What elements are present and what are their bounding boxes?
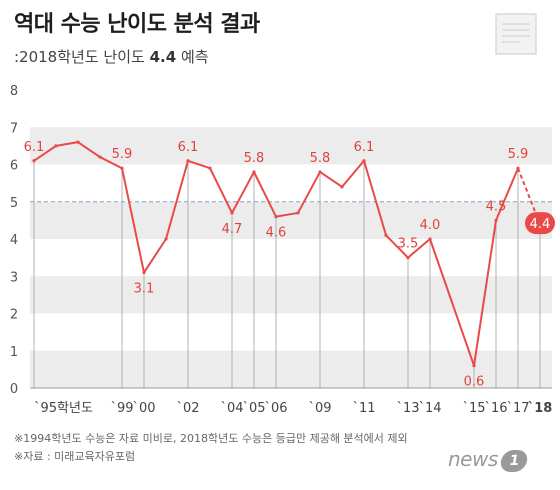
data-labels: 6.1 5.9 3.1 6.1 4.7 5.8 4.6 5.8 6.1 3.54.0 0.6 4.5 5… bbox=[24, 140, 555, 390]
y-tick-label: 1 bbox=[10, 345, 18, 360]
data-point bbox=[318, 170, 322, 174]
data-label: 4.6 bbox=[266, 226, 287, 241]
data-point bbox=[428, 237, 432, 241]
data-label: 5.8 bbox=[310, 151, 331, 166]
data-label: 6.1 bbox=[24, 140, 45, 155]
data-point bbox=[164, 237, 168, 241]
data-point bbox=[362, 159, 366, 163]
drop-lines bbox=[30, 160, 552, 389]
y-tick-label: 5 bbox=[10, 196, 18, 211]
x-tick-label: `18 bbox=[528, 401, 553, 416]
data-point bbox=[384, 233, 388, 237]
subtitle-suffix: 예측 bbox=[180, 48, 209, 66]
data-label: 5.9 bbox=[508, 147, 529, 162]
data-label: 4.4 bbox=[530, 217, 551, 232]
x-tick-label: `99 bbox=[110, 401, 133, 416]
x-tick-label: `00 bbox=[132, 401, 155, 416]
data-point bbox=[120, 166, 124, 170]
document-icon bbox=[495, 13, 537, 55]
grid-band bbox=[30, 276, 552, 314]
data-point bbox=[186, 159, 190, 163]
subtitle-value: 4.4 bbox=[149, 48, 177, 66]
y-axis: 0 1 2 3 4 5 6 7 8 bbox=[10, 84, 18, 397]
grid-band bbox=[30, 127, 552, 165]
grid-band bbox=[30, 201, 552, 239]
x-tick-label: `05 bbox=[242, 401, 265, 416]
data-point bbox=[32, 159, 36, 163]
data-label: 0.6 bbox=[464, 375, 485, 390]
data-point bbox=[208, 166, 212, 170]
forecast-badge bbox=[525, 212, 555, 235]
footnote-source: ※자료 : 미래교육자유포럼 bbox=[14, 450, 136, 463]
data-point bbox=[274, 215, 278, 219]
x-tick-label: `14 bbox=[418, 401, 441, 416]
grid-band bbox=[30, 350, 552, 388]
chart-subtitle: :2018학년도 난이도 4.4 예측 bbox=[14, 46, 209, 67]
y-tick-label: 6 bbox=[10, 159, 18, 174]
data-point bbox=[494, 218, 498, 222]
data-point bbox=[296, 211, 300, 215]
data-point bbox=[516, 166, 520, 170]
y-tick-label: 7 bbox=[10, 121, 18, 136]
subtitle-prefix: :2018학년도 난이도 bbox=[14, 48, 145, 66]
series-line bbox=[32, 140, 542, 368]
x-tick-label: `17 bbox=[506, 401, 529, 416]
data-point bbox=[252, 170, 256, 174]
y-tick-label: 3 bbox=[10, 270, 18, 285]
news1-logo: news 1 bbox=[448, 447, 529, 472]
data-point bbox=[472, 364, 476, 368]
x-tick-label: `04 bbox=[220, 401, 243, 416]
x-tick-label: `09 bbox=[308, 401, 331, 416]
data-point bbox=[54, 144, 58, 148]
data-point bbox=[230, 211, 234, 215]
data-point bbox=[142, 270, 146, 275]
x-tick-label: `16 bbox=[484, 401, 507, 416]
data-label: 6.1 bbox=[354, 140, 375, 155]
chart-title: 역대 수능 난이도 분석 결과 bbox=[14, 12, 260, 37]
data-label: 6.1 bbox=[178, 140, 199, 155]
x-tick-label: `02 bbox=[176, 401, 199, 416]
data-point bbox=[340, 185, 344, 189]
data-label: 3.1 bbox=[134, 282, 155, 297]
data-label: 4.0 bbox=[420, 218, 441, 233]
background-bands bbox=[30, 127, 552, 388]
y-tick-label: 8 bbox=[10, 84, 18, 99]
x-tick-label: `13 bbox=[396, 401, 419, 416]
line-chart: 0 1 2 3 4 5 6 7 8 6.1 5.9 3.1 6.1 4.7 5.8 4.6 5.8 6.1 3.5… bbox=[10, 84, 555, 416]
data-label: 3.5 bbox=[398, 237, 419, 252]
footnote-exclusion: ※1994학년도 수능은 자료 미비로, 2018학년도 수능은 등급만 제공해… bbox=[14, 432, 408, 445]
data-label: 4.7 bbox=[222, 222, 243, 237]
data-label: 5.8 bbox=[244, 151, 265, 166]
data-point bbox=[98, 155, 102, 159]
x-tick-label: `11 bbox=[352, 401, 375, 416]
y-tick-label: 4 bbox=[10, 233, 18, 248]
data-label: 4.5 bbox=[486, 199, 507, 214]
x-axis: `95학년도 `99`00 `02 `04`05`06 `09 `11 `13`14 `15`… bbox=[34, 401, 552, 416]
data-point bbox=[406, 256, 410, 260]
x-tick-label: `15 bbox=[462, 401, 485, 416]
y-tick-label: 0 bbox=[10, 382, 18, 397]
data-point bbox=[76, 140, 80, 144]
series-path bbox=[33, 141, 519, 367]
y-tick-label: 2 bbox=[10, 308, 18, 323]
data-label: 5.9 bbox=[112, 147, 133, 162]
logo-text: news bbox=[448, 447, 498, 471]
logo-mark: 1 bbox=[498, 450, 529, 472]
x-tick-label: `06 bbox=[264, 401, 287, 416]
x-tick-label: `95학년도 bbox=[34, 401, 93, 416]
